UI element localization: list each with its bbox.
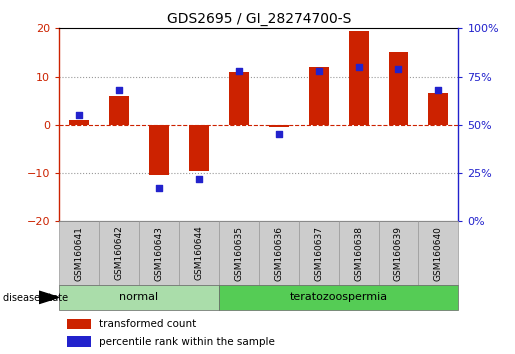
Point [434, 87, 442, 93]
Bar [339, 221, 379, 285]
Bar [69, 120, 89, 125]
Bar [229, 72, 249, 125]
Title: GDS2695 / GI_28274700-S: GDS2695 / GI_28274700-S [166, 12, 351, 26]
Point [394, 66, 403, 72]
Point [195, 176, 203, 182]
Text: GSM160636: GSM160636 [274, 225, 283, 281]
Text: teratozoospermia: teratozoospermia [289, 292, 388, 302]
Bar [67, 319, 91, 329]
Bar [59, 285, 219, 310]
Point [354, 64, 363, 70]
Bar [219, 285, 458, 310]
Point [115, 87, 123, 93]
Text: GSM160635: GSM160635 [234, 225, 243, 281]
Bar [349, 31, 369, 125]
Bar [308, 67, 329, 125]
Bar [219, 221, 259, 285]
Point [155, 185, 163, 191]
Bar [99, 221, 139, 285]
Bar [189, 125, 209, 171]
Point [315, 68, 323, 74]
Bar [428, 93, 449, 125]
Point [274, 132, 283, 137]
Text: GSM160637: GSM160637 [314, 225, 323, 281]
Bar [388, 52, 408, 125]
Text: transformed count: transformed count [99, 319, 196, 329]
Text: normal: normal [119, 292, 159, 302]
Text: percentile rank within the sample: percentile rank within the sample [99, 337, 275, 347]
Text: GSM160643: GSM160643 [154, 225, 163, 281]
Bar [109, 96, 129, 125]
Bar [418, 221, 458, 285]
Text: GSM160639: GSM160639 [394, 225, 403, 281]
Text: GSM160640: GSM160640 [434, 225, 443, 281]
Bar [59, 221, 99, 285]
Text: GSM160642: GSM160642 [115, 226, 124, 280]
Text: GSM160641: GSM160641 [75, 225, 83, 281]
Text: GSM160644: GSM160644 [195, 226, 203, 280]
Bar [299, 221, 339, 285]
Text: disease state: disease state [3, 293, 67, 303]
Bar [149, 125, 169, 176]
Bar [67, 336, 91, 347]
Point [235, 68, 243, 74]
Bar [379, 221, 418, 285]
Bar [269, 125, 289, 127]
Text: GSM160638: GSM160638 [354, 225, 363, 281]
Point [75, 112, 83, 118]
Bar [139, 221, 179, 285]
Bar [259, 221, 299, 285]
Bar [179, 221, 219, 285]
Polygon shape [39, 291, 59, 303]
